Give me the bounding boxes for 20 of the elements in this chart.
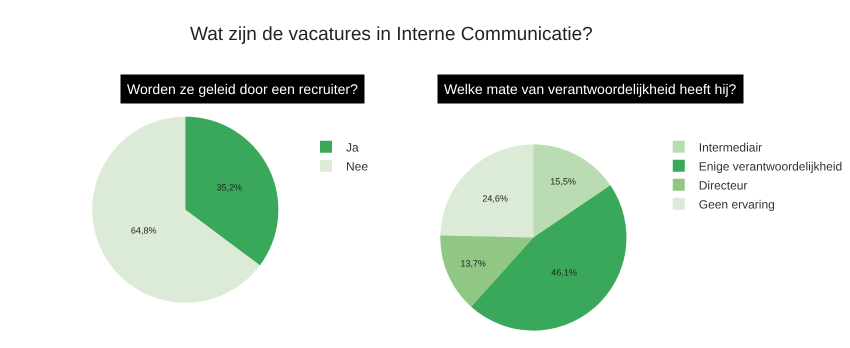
pie-slice xyxy=(440,235,534,307)
legend-label: Enige verantwoordelijkheid xyxy=(698,159,842,174)
legend-label: Directeur xyxy=(698,178,748,192)
data-label: 35,2% xyxy=(216,182,242,193)
chart-subtitle: Worden ze geleid door een recruiter? xyxy=(127,81,358,97)
pie-slice xyxy=(185,116,278,266)
legend-label: Geen ervaring xyxy=(698,197,775,212)
chart-subtitle: Welke mate van verantwoordelijkheid heeft hij? xyxy=(444,81,737,97)
data-label: 24,6% xyxy=(482,193,508,204)
data-label: 64,8% xyxy=(130,226,156,236)
data-label: 15,5% xyxy=(550,176,576,186)
legend-label: Ja xyxy=(346,140,359,154)
data-label: 46,1% xyxy=(551,268,577,278)
pie-slice xyxy=(533,144,610,238)
chart-title: Wat zijn de vacatures in Interne Communicatie? xyxy=(190,24,593,45)
data-label: 13,7% xyxy=(460,258,486,269)
pie-slice xyxy=(440,144,534,238)
legend-label: Intermediair xyxy=(698,140,762,154)
legend-label: Nee xyxy=(346,159,368,174)
pie-slice xyxy=(92,116,260,303)
